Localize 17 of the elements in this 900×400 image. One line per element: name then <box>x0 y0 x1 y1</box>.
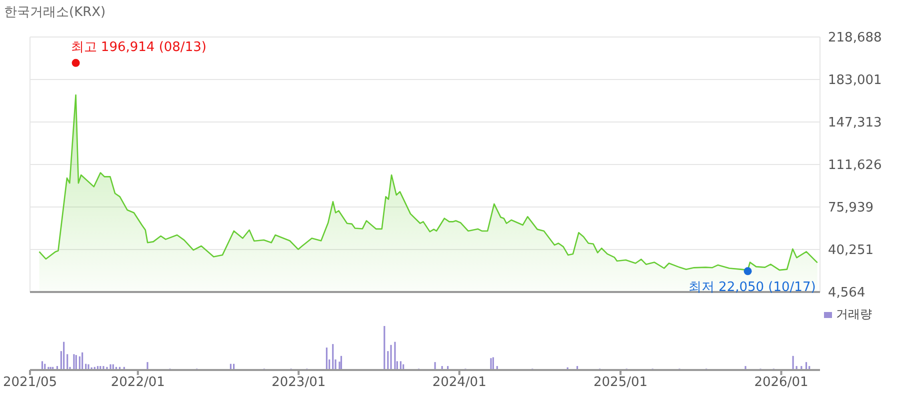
y-tick-label: 40,251 <box>828 243 874 258</box>
y-tick-label: 147,313 <box>828 116 882 131</box>
legend-label: 거래량 <box>836 307 872 321</box>
text: 한국거래소(KRX) <box>4 4 106 21</box>
y-tick-label: 75,939 <box>828 200 874 216</box>
x-tick-label: 2021/05 <box>2 375 58 390</box>
y-tick-label: 4,564 <box>828 286 866 301</box>
annotation: 최저 22,050 (10/17) <box>688 280 816 296</box>
x-tick-label: 2024/01 <box>432 375 486 390</box>
x-tick-label: 2025/01 <box>594 375 648 390</box>
y-tick-label: 218,688 <box>828 30 882 46</box>
annotation: 최고 196,914 (08/13) <box>70 40 206 55</box>
x-tick-label: 2023/01 <box>272 375 326 390</box>
y-tick-label: 111,626 <box>828 158 882 174</box>
x-tick-label: 2022/01 <box>110 375 165 390</box>
x-tick-label: 2026/01 <box>754 375 808 390</box>
y-tick-label: 183,001 <box>828 73 882 88</box>
